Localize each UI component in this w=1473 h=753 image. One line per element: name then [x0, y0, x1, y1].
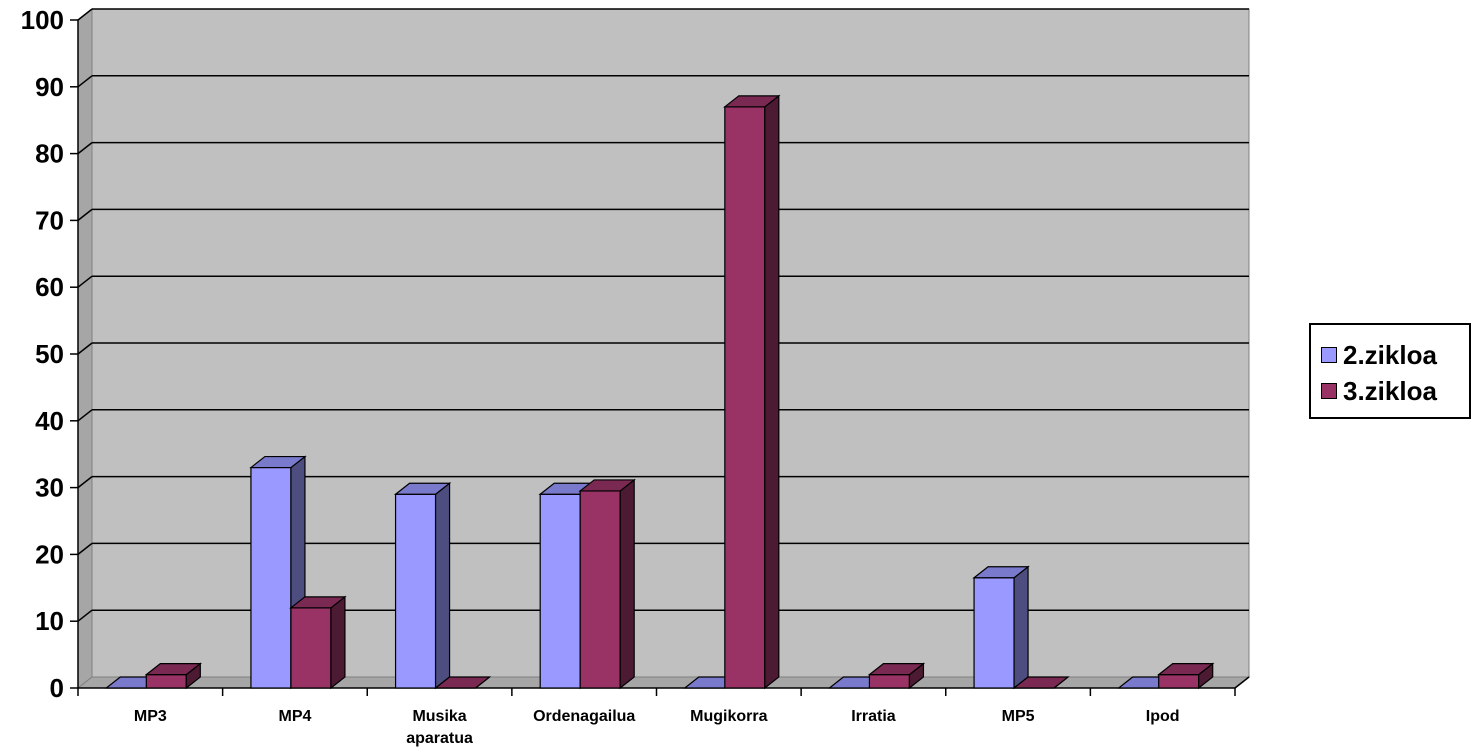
- bar-side: [330, 595, 346, 690]
- x-tick-label-5: Irratia: [851, 708, 896, 725]
- legend-item-series-1: 2.zikloa: [1321, 338, 1437, 372]
- bar-top: [249, 455, 307, 469]
- y-axis-ticks: 0 10 20 30 40 50 60 70 80 90 100: [21, 5, 78, 703]
- bar-side: [1013, 565, 1029, 690]
- legend-label-series-1: 2.zikloa: [1343, 339, 1437, 370]
- bar-top: [578, 479, 636, 492]
- bar-mugikorra-series-2: [723, 94, 781, 690]
- x-tick-label-7: Ipod: [1146, 708, 1180, 725]
- x-tick-label-0: MP3: [134, 708, 167, 725]
- x-tick-label-6: MP5: [1002, 708, 1035, 725]
- bar-side: [619, 478, 635, 690]
- y-tick-label-60: 60: [35, 272, 64, 302]
- bar-front: [145, 674, 187, 689]
- legend-item-series-2: 3.zikloa: [1321, 374, 1437, 408]
- bar-top: [972, 566, 1030, 579]
- bar-front: [250, 466, 292, 689]
- bar-musika-aparatua-series-2: [433, 676, 492, 689]
- legend-label-series-2: 3.zikloa: [1343, 375, 1437, 406]
- y-tick-label-40: 40: [35, 406, 64, 436]
- bar-mp5-series-2: [1012, 676, 1070, 689]
- x-axis-ticks: MP3 MP4 Musika aparatua Ordenagailua Mugikorr…: [77, 688, 1236, 747]
- bar-front: [394, 493, 437, 689]
- x-tick-label-4: Mugikorra: [690, 708, 767, 725]
- bar-ipod-series-2: [1156, 662, 1215, 690]
- y-tick-label-50: 50: [35, 339, 64, 369]
- gridline-70-depth: [77, 208, 93, 221]
- gridline-40-depth: [77, 409, 93, 422]
- floor-right-edge: [1234, 676, 1250, 689]
- bar-top: [393, 482, 452, 495]
- bar-musika-aparatua-series-1: [393, 482, 452, 690]
- bar-front: [868, 674, 911, 689]
- bar-mp3-series-2: [144, 662, 203, 690]
- y-tick-label-0: 0: [50, 673, 64, 703]
- gridline-90-depth: [77, 75, 93, 88]
- bar-front: [539, 493, 581, 689]
- bar-mp5-series-1: [972, 565, 1030, 690]
- bar-mp4-series-2: [289, 595, 347, 690]
- y-tick-label-30: 30: [35, 473, 64, 503]
- y-tick-label-90: 90: [35, 72, 64, 102]
- legend: 2.zikloa 3.zikloa: [1309, 323, 1471, 419]
- x-tick-label-2-line-0: Musika: [412, 708, 466, 725]
- bar-ordenagailua-series-2: [578, 478, 636, 690]
- x-tick-label-3: Ordenagailua: [533, 708, 635, 725]
- y-tick-label-10: 10: [35, 606, 64, 636]
- y-tick-label-20: 20: [35, 539, 64, 569]
- bar-side: [764, 94, 780, 690]
- bar-side: [434, 482, 451, 690]
- bar-top: [1012, 676, 1070, 689]
- bar-front: [973, 577, 1015, 689]
- bar-top: [723, 95, 781, 108]
- gridline-20-depth: [77, 542, 93, 555]
- gridline-60-depth: [77, 275, 93, 288]
- bar-top: [289, 596, 347, 609]
- bar-irratia-series-2: [867, 662, 926, 690]
- bars: [104, 94, 1215, 690]
- legend-swatch-series-2: [1321, 383, 1337, 399]
- y-tick-label-100: 100: [21, 5, 64, 35]
- y-tick-label-80: 80: [35, 139, 64, 169]
- gridline-100-depth: [77, 8, 93, 21]
- bar-front: [579, 490, 621, 689]
- bar-front: [1158, 674, 1200, 689]
- bar-front: [290, 607, 332, 689]
- gridline-10-depth: [77, 609, 93, 622]
- gridline-80-depth: [77, 142, 93, 155]
- bar-top: [144, 663, 203, 676]
- y-tick-label-70: 70: [35, 205, 64, 235]
- bar-front: [724, 106, 766, 689]
- bar-top: [1156, 663, 1215, 676]
- legend-swatch-series-1: [1321, 347, 1337, 363]
- bar-top: [867, 663, 926, 676]
- x-tick-label-1: MP4: [278, 708, 311, 725]
- bar-top: [433, 676, 492, 689]
- gridline-50-depth: [77, 342, 93, 355]
- gridline-30-depth: [77, 476, 93, 489]
- x-tick-label-2-line-1: aparatua: [406, 730, 473, 747]
